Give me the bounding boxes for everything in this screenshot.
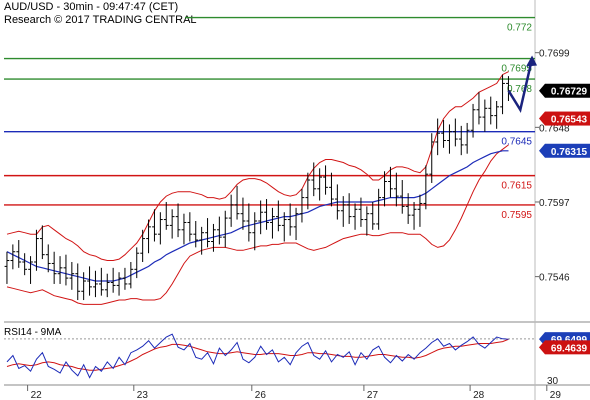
price-tag-box — [545, 143, 590, 158]
y-tick-label: 0.7648 — [539, 123, 570, 134]
level-label: 0.7645 — [501, 137, 532, 148]
price-tag-pointer — [539, 83, 545, 98]
x-tick-label: 29 — [550, 390, 562, 400]
x-tick-label: 28 — [473, 390, 485, 400]
rsi-title: RSI14 - 9MA — [4, 327, 62, 338]
rsi-price-tag-box — [545, 340, 590, 355]
price-tag-box — [545, 83, 590, 98]
level-label: 0.772 — [507, 23, 532, 34]
moving-average-line — [6, 150, 509, 282]
price-tag-label: 0.76729 — [551, 87, 588, 98]
rsi-y-tick-label: 30 — [547, 376, 559, 387]
y-tick-label: 0.7699 — [539, 49, 570, 60]
rsi-price-tag-pointer — [539, 340, 545, 355]
chart-header-symbol: AUD/USD - 30min - 09:47:47 (CET) — [4, 1, 179, 13]
bollinger-upper-band — [6, 71, 509, 261]
level-label: 0.768 — [507, 84, 532, 95]
price-tag-pointer — [539, 111, 545, 126]
forecast-arrow-path — [507, 58, 534, 114]
x-tick-label: 26 — [255, 390, 267, 400]
price-tag-label: 0.76543 — [551, 115, 588, 126]
price-tag-box — [545, 111, 590, 126]
chart-header-copyright: Research © 2017 TRADING CENTRAL — [4, 14, 197, 26]
price-tag-label: 0.76315 — [551, 147, 588, 158]
rsi-line — [6, 333, 509, 379]
y-tick-label: 0.7546 — [539, 273, 570, 284]
bollinger-lower-band — [6, 144, 509, 305]
price-tag-pointer — [539, 143, 545, 158]
rsi-ma-line — [6, 338, 509, 371]
rsi-price-tag-label: 69.4639 — [551, 343, 588, 354]
forecast-arrow-head — [526, 55, 538, 67]
x-tick-label: 27 — [367, 390, 379, 400]
level-label: 0.7695 — [501, 64, 532, 75]
level-label: 0.7615 — [501, 181, 532, 192]
x-tick-label: 23 — [137, 390, 149, 400]
x-tick-label: 22 — [31, 390, 43, 400]
y-tick-label: 0.7597 — [539, 198, 570, 209]
level-label: 0.7595 — [501, 210, 532, 221]
